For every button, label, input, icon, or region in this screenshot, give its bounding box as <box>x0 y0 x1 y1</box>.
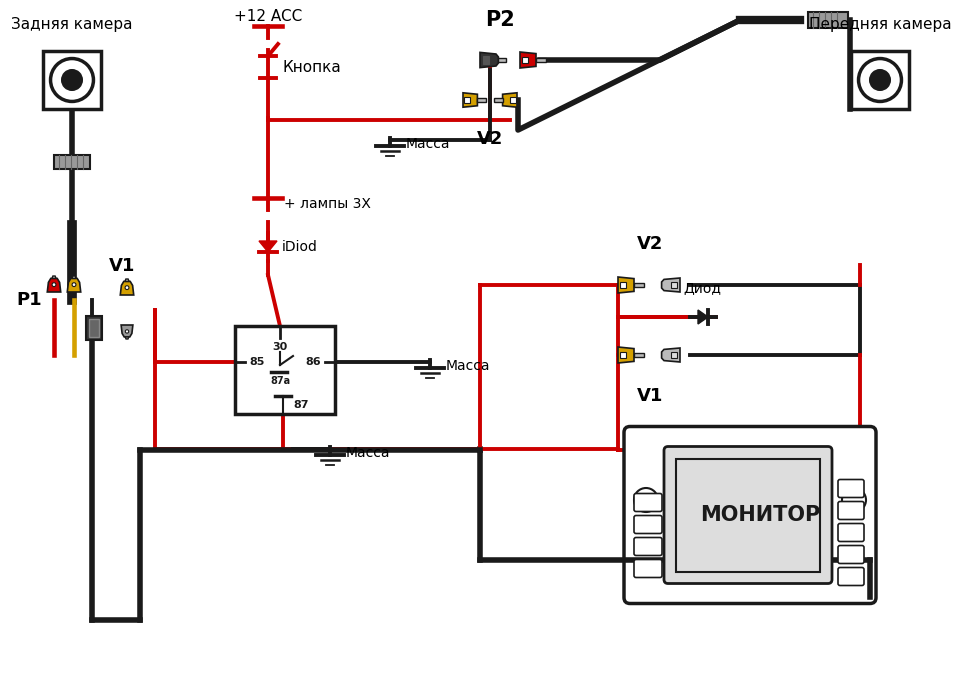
Bar <box>465 97 469 103</box>
FancyBboxPatch shape <box>838 568 864 585</box>
Text: + лампы 3Х: + лампы 3Х <box>284 197 371 211</box>
Polygon shape <box>480 52 498 68</box>
Text: V2: V2 <box>477 130 503 148</box>
Polygon shape <box>125 337 129 339</box>
Bar <box>671 351 677 358</box>
Polygon shape <box>125 279 129 281</box>
Bar <box>851 51 909 109</box>
Bar <box>510 97 516 103</box>
Circle shape <box>52 283 56 286</box>
Circle shape <box>125 286 129 290</box>
Text: +12 ACC: +12 ACC <box>234 9 302 24</box>
Text: V1: V1 <box>108 257 135 275</box>
Circle shape <box>634 488 658 512</box>
Bar <box>521 57 528 64</box>
Text: P2: P2 <box>485 10 515 30</box>
Polygon shape <box>698 310 708 324</box>
Circle shape <box>62 71 82 90</box>
Text: Масса: Масса <box>346 446 391 460</box>
Circle shape <box>858 59 901 102</box>
Text: 87a: 87a <box>270 376 290 386</box>
Bar <box>619 281 626 288</box>
Bar <box>477 98 487 102</box>
Polygon shape <box>661 348 680 362</box>
FancyBboxPatch shape <box>634 494 662 512</box>
Text: Диод: Диод <box>683 281 721 295</box>
Bar <box>676 458 820 571</box>
Text: Масса: Масса <box>446 359 491 373</box>
Text: 30: 30 <box>273 342 288 352</box>
Circle shape <box>126 330 129 333</box>
Polygon shape <box>72 276 76 279</box>
Bar <box>493 98 503 102</box>
Bar <box>89 319 99 337</box>
Text: iDiod: iDiod <box>282 240 318 254</box>
Text: V1: V1 <box>636 387 663 405</box>
Polygon shape <box>52 276 56 279</box>
Polygon shape <box>463 93 477 107</box>
Text: МОНИТОР: МОНИТОР <box>700 505 820 525</box>
FancyBboxPatch shape <box>634 559 662 578</box>
Text: 86: 86 <box>305 357 321 367</box>
FancyBboxPatch shape <box>634 515 662 533</box>
Text: Масса: Масса <box>406 137 450 151</box>
Polygon shape <box>661 278 680 292</box>
Circle shape <box>842 488 866 512</box>
Bar <box>671 281 677 288</box>
Polygon shape <box>503 93 517 107</box>
Bar <box>808 12 848 28</box>
FancyBboxPatch shape <box>838 545 864 564</box>
Bar <box>54 155 90 169</box>
Bar <box>483 57 489 64</box>
Polygon shape <box>121 325 132 337</box>
Text: Передняя камера: Передняя камера <box>808 17 951 32</box>
FancyBboxPatch shape <box>838 480 864 498</box>
FancyBboxPatch shape <box>634 538 662 556</box>
FancyBboxPatch shape <box>664 447 832 584</box>
Text: Кнопка: Кнопка <box>283 60 342 74</box>
Bar <box>235 326 335 414</box>
Bar <box>619 351 626 358</box>
Bar <box>43 51 101 109</box>
Text: Задняя камера: Задняя камера <box>12 17 132 32</box>
Text: V2: V2 <box>636 235 663 253</box>
Polygon shape <box>67 279 81 292</box>
Bar <box>498 58 507 62</box>
Bar <box>86 316 102 340</box>
Circle shape <box>72 283 76 286</box>
Circle shape <box>51 59 93 102</box>
Circle shape <box>871 71 889 90</box>
Polygon shape <box>259 241 277 252</box>
Bar <box>634 353 644 358</box>
Text: 85: 85 <box>249 357 264 367</box>
Text: 87: 87 <box>293 400 308 410</box>
Bar <box>634 283 644 288</box>
FancyBboxPatch shape <box>838 524 864 542</box>
Text: P1: P1 <box>16 291 41 309</box>
Polygon shape <box>47 279 60 292</box>
Polygon shape <box>618 347 634 363</box>
FancyBboxPatch shape <box>624 426 876 603</box>
Polygon shape <box>120 281 133 295</box>
FancyBboxPatch shape <box>838 501 864 519</box>
Polygon shape <box>520 52 536 68</box>
Bar <box>536 57 546 62</box>
Polygon shape <box>618 277 634 293</box>
